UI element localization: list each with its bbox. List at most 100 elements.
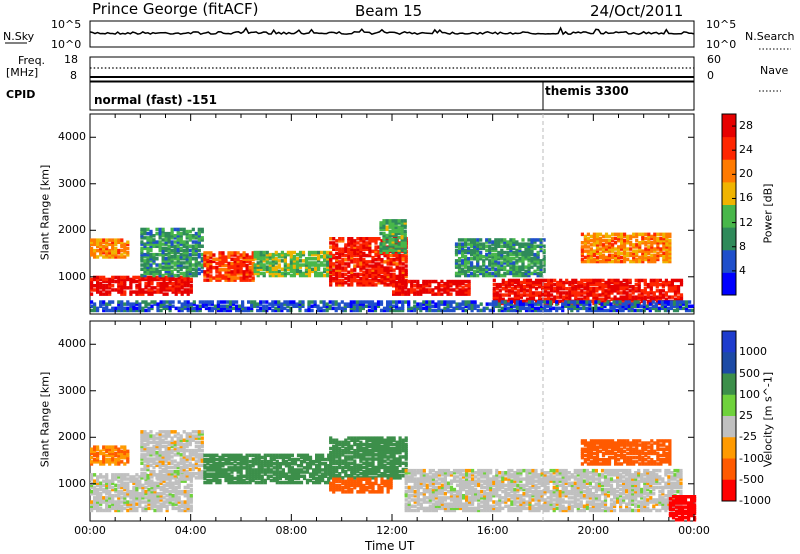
power-cell: [647, 249, 651, 253]
velocity-cell: [117, 458, 121, 462]
velocity-cell: [170, 442, 174, 447]
power-cell: [675, 308, 680, 313]
power-cell: [143, 273, 147, 278]
power-cell: [177, 288, 181, 292]
power-cell: [314, 252, 318, 257]
power-cell: [656, 251, 660, 255]
power-cell: [200, 244, 204, 248]
power-cell: [488, 240, 492, 244]
power-cell: [251, 255, 255, 259]
power-cell: [434, 286, 438, 290]
velocity-cell: [153, 496, 157, 500]
power-cell: [204, 306, 208, 311]
power-cell: [539, 246, 543, 251]
power-cell: [628, 289, 632, 293]
power-cell: [497, 238, 501, 242]
power-cell: [644, 232, 648, 237]
power-cell: [461, 250, 465, 255]
power-cell: [549, 300, 553, 304]
velocity-cell: [156, 506, 160, 511]
power-cell: [398, 292, 402, 296]
power-cell: [215, 265, 219, 270]
power-cell: [182, 250, 186, 255]
power-cell: [544, 285, 548, 289]
power-cell: [338, 264, 342, 268]
power-cell: [630, 304, 634, 308]
power-cell: [513, 295, 517, 299]
velocity-cell: [158, 440, 162, 445]
power-cell: [634, 297, 638, 301]
velocity-cell: [200, 472, 204, 476]
velocity-cell: [186, 489, 190, 494]
power-cell: [491, 255, 495, 259]
power-cell: [614, 259, 618, 264]
power-cell: [347, 255, 351, 260]
power-cell: [583, 241, 587, 245]
power-cell: [250, 306, 254, 311]
velocity-cell: [99, 500, 103, 504]
velocity-cell: [152, 434, 156, 438]
velocity-cell: [147, 498, 151, 502]
power-cell: [397, 227, 401, 231]
velocity-cell: [248, 478, 252, 483]
velocity-cell: [159, 496, 163, 500]
power-cell: [582, 302, 586, 306]
power-cell: [170, 244, 174, 248]
power-cell: [218, 257, 222, 261]
velocity-cell: [191, 472, 195, 476]
power-cell: [604, 289, 608, 293]
power-cell: [515, 261, 519, 265]
power-cell: [176, 250, 180, 255]
power-cell: [155, 242, 159, 246]
power-cell: [400, 235, 404, 240]
power-cell: [515, 300, 519, 304]
power-cell: [153, 277, 157, 282]
power-cell: [146, 242, 150, 246]
velocity-cell: [182, 446, 186, 451]
velocity-cell: [114, 494, 118, 498]
power-cell: [598, 297, 602, 301]
power-cell: [620, 259, 624, 264]
power-cell: [365, 262, 369, 266]
power-cell: [96, 244, 100, 249]
power-cell: [335, 245, 339, 249]
power-cell: [503, 255, 507, 259]
power-cell: [356, 249, 360, 254]
velocity-cell: [140, 461, 144, 465]
power-cell: [667, 287, 671, 291]
power-cell: [613, 289, 617, 293]
power-cell: [624, 304, 628, 308]
power-cell: [379, 248, 383, 252]
power-cell: [595, 255, 600, 260]
velocity-cell: [173, 469, 177, 474]
velocity-cell: [120, 473, 124, 477]
velocity-cell: [242, 478, 246, 483]
velocity-cell: [153, 508, 157, 513]
velocity-cell: [153, 489, 157, 494]
velocity-cell: [239, 453, 243, 458]
power-cell: [398, 266, 402, 270]
power-cell: [99, 246, 103, 251]
velocity-cell: [251, 464, 255, 468]
power-cell: [186, 277, 190, 282]
velocity-cell: [123, 449, 127, 454]
power-cell: [174, 288, 178, 292]
power-cell: [90, 238, 94, 242]
velocity-cell: [126, 504, 130, 508]
power-cell: [96, 238, 100, 242]
power-cell: [149, 255, 153, 259]
power-cell: [626, 241, 630, 245]
velocity-cell: [209, 455, 213, 460]
power-cell: [521, 273, 525, 278]
power-cell: [123, 246, 127, 251]
power-cell: [338, 251, 342, 256]
power-cell: [186, 306, 190, 311]
power-cell: [403, 246, 407, 250]
velocity-cell: [105, 473, 109, 477]
power-cell: [482, 273, 486, 278]
power-cell: [174, 292, 178, 296]
power-cell: [629, 259, 633, 264]
power-cell: [476, 244, 480, 248]
power-cell: [271, 273, 275, 278]
power-cell: [658, 278, 662, 283]
